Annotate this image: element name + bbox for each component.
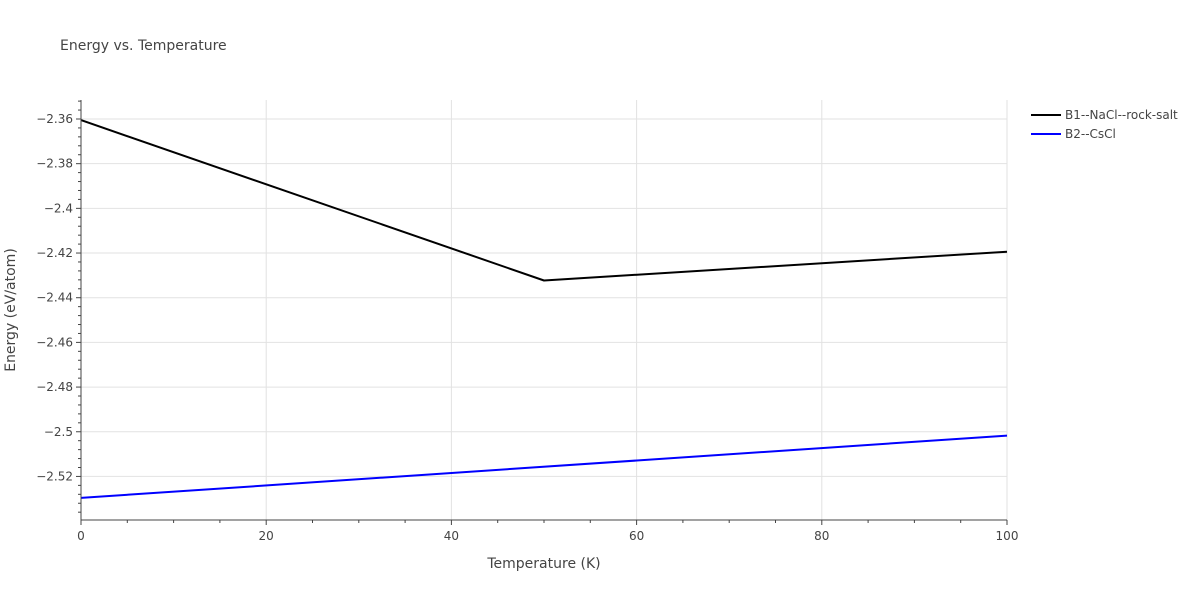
x-axis-title: Temperature (K) [486, 556, 600, 572]
y-tick-label: −2.5 [44, 425, 73, 439]
y-tick-label: −2.42 [36, 246, 73, 260]
x-tick-label: 80 [814, 529, 829, 543]
x-tick-label: 60 [629, 529, 644, 543]
chart-title: Energy vs. Temperature [60, 38, 227, 54]
x-tick-label: 100 [996, 529, 1019, 543]
y-tick-label: −2.46 [36, 335, 73, 349]
series-line-0 [80, 119, 1008, 282]
x-tick-label: 20 [259, 529, 274, 543]
y-tick-label: −2.44 [36, 291, 73, 305]
y-axis-title: Energy (eV/atom) [3, 248, 19, 372]
y-tick-label: −2.36 [36, 112, 73, 126]
x-tick-label: 40 [444, 529, 459, 543]
legend-item-1[interactable]: B2--CsCl [1031, 127, 1116, 141]
legend-label: B2--CsCl [1065, 127, 1116, 141]
y-tick-label: −2.52 [36, 469, 73, 483]
x-tick-label: 0 [77, 529, 85, 543]
series-line-1 [80, 434, 1008, 499]
y-tick-label: −2.48 [36, 380, 73, 394]
legend-item-0[interactable]: B1--NaCl--rock-salt [1031, 108, 1178, 122]
axes [76, 100, 1008, 525]
tick-labels: 0 20 40 60 80 100 −2.36 −2.38 −2.4 −2.42 −2.44 −2.4… [36, 112, 1018, 543]
series-lines [80, 119, 1008, 499]
legend-label: B1--NaCl--rock-salt [1065, 108, 1178, 122]
grid-lines [81, 100, 1008, 520]
y-tick-label: −2.38 [36, 157, 73, 171]
legend[interactable]: B1--NaCl--rock-salt B2--CsCl [1031, 108, 1178, 141]
y-tick-label: −2.4 [44, 201, 73, 215]
